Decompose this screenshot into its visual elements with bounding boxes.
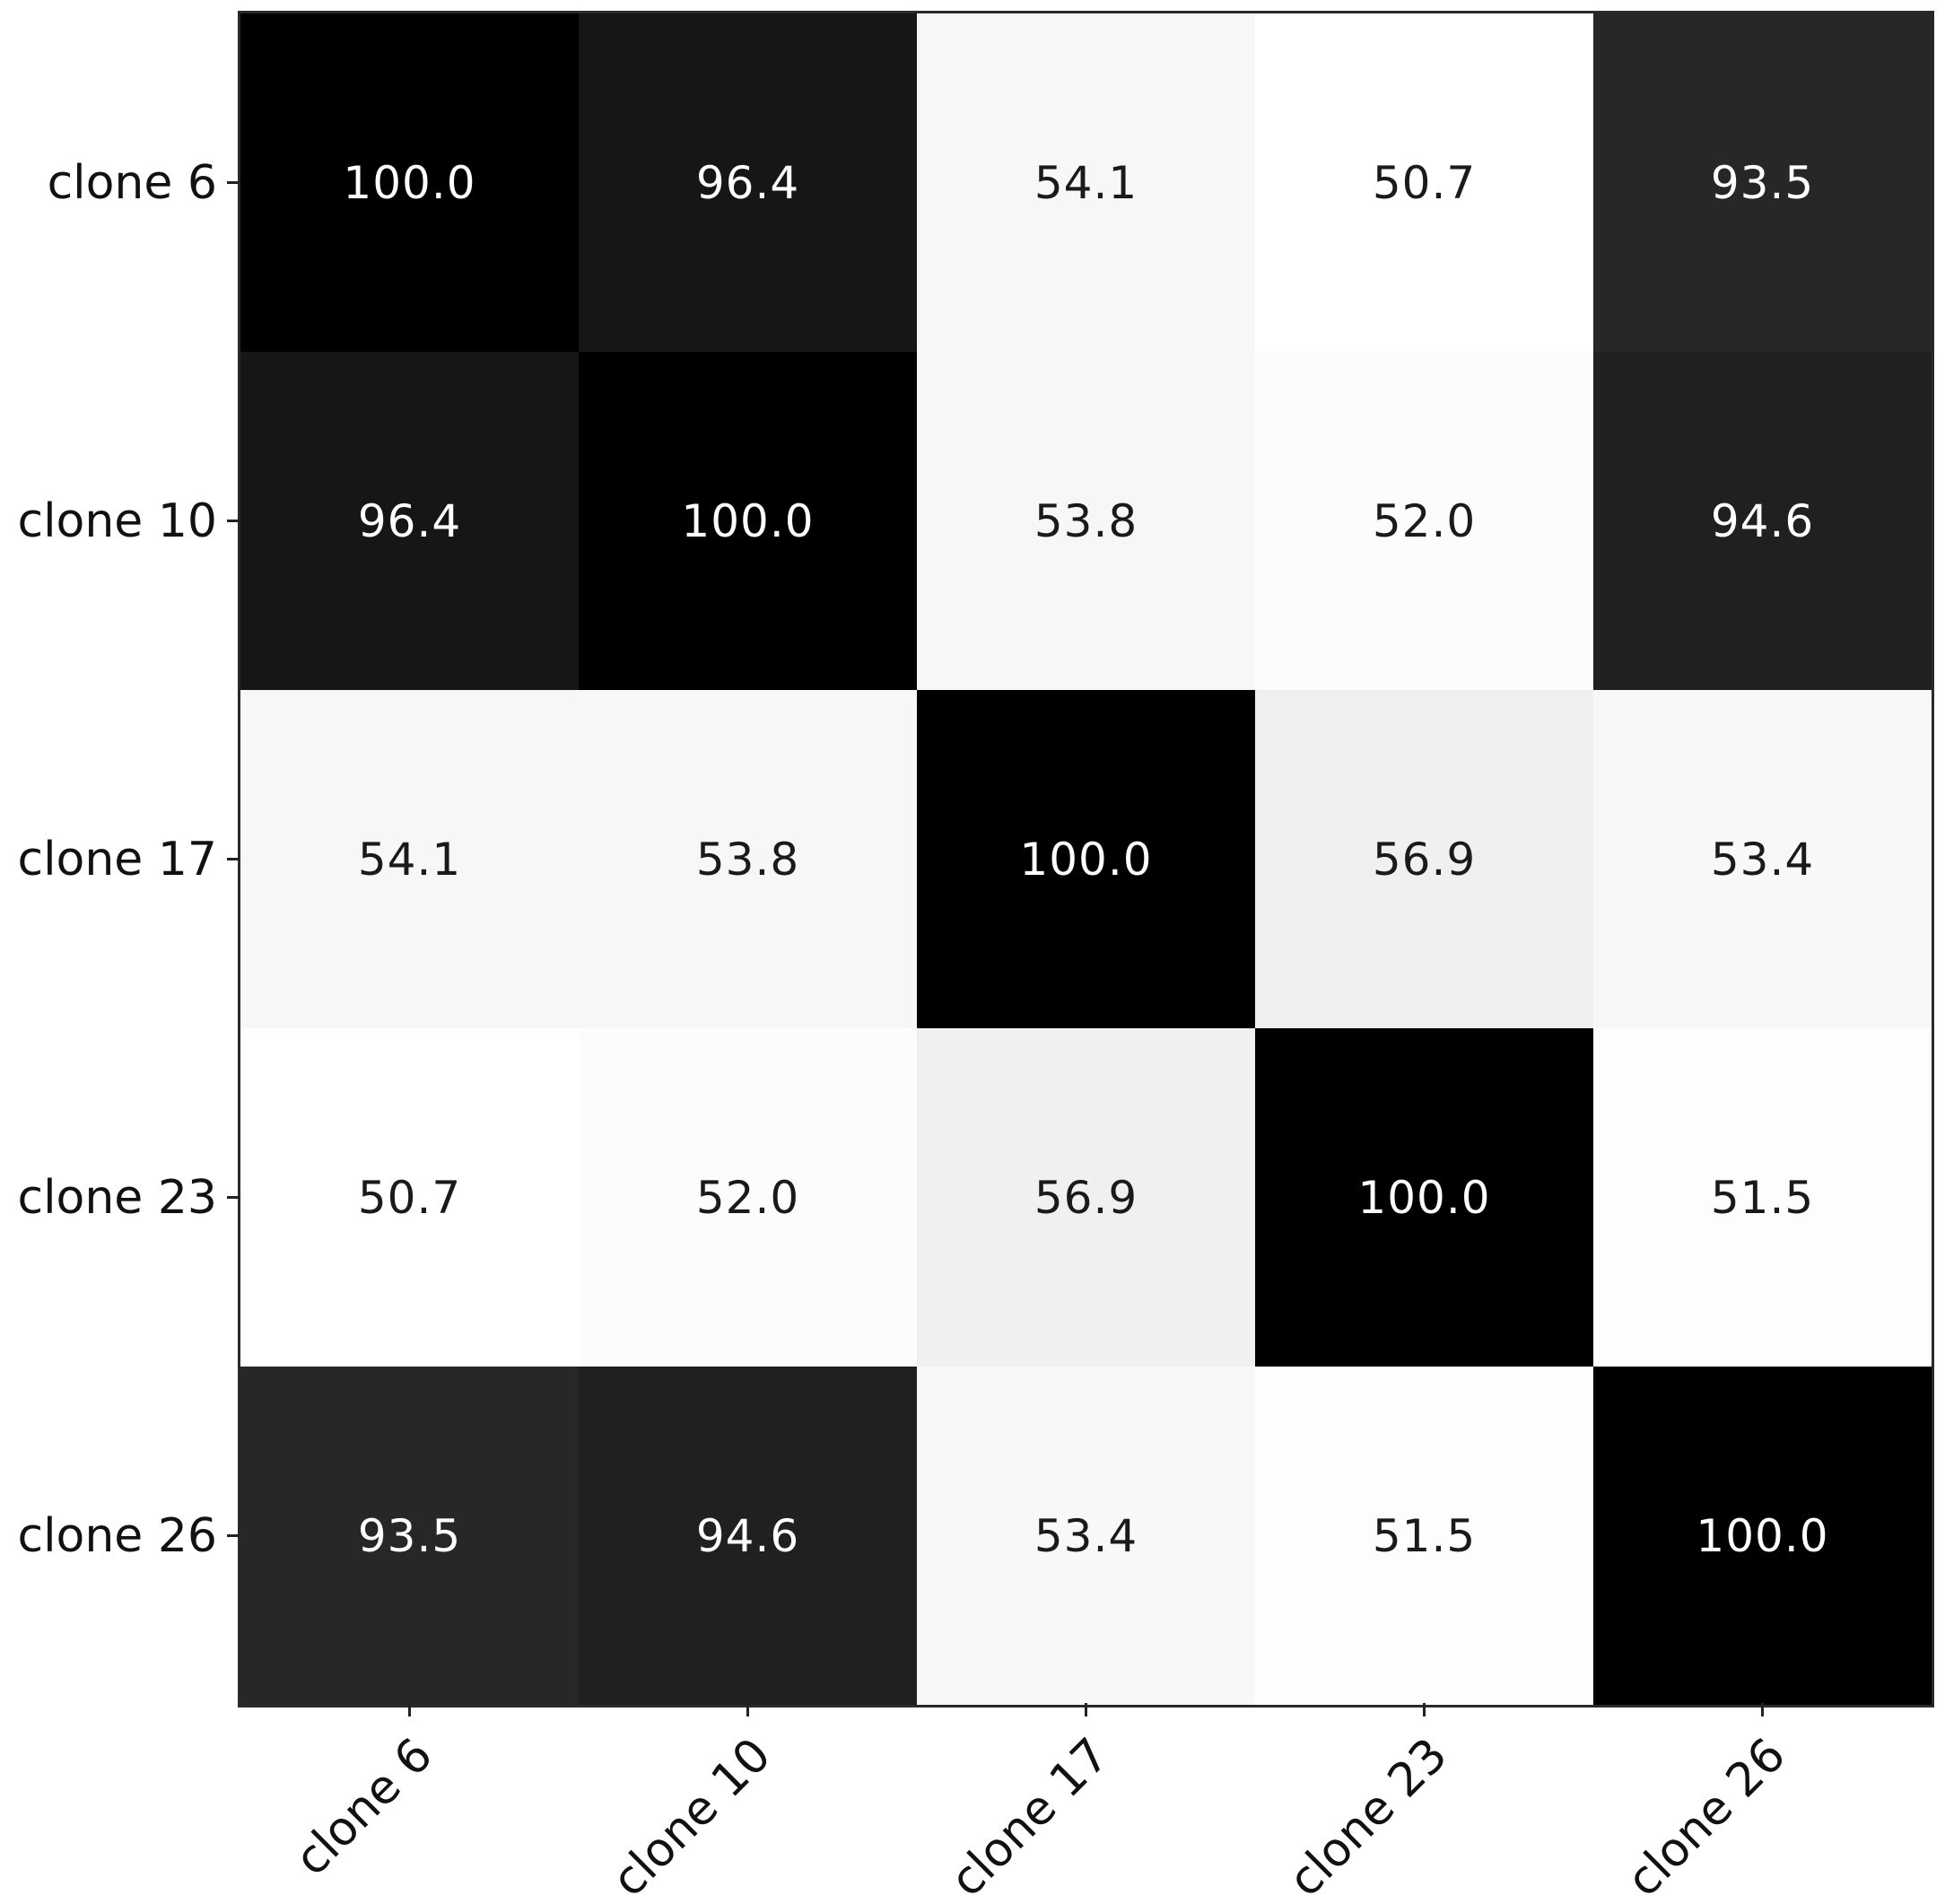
heatmap-cell-clone-26-clone-17: 53.4 bbox=[917, 1367, 1255, 1705]
x-tick-mark bbox=[408, 1703, 411, 1716]
x-tick-label-clone-23: clone 23 bbox=[1278, 1728, 1458, 1904]
y-tick-label-clone-17: clone 17 bbox=[17, 832, 218, 886]
heatmap-cell-clone-26-clone-26: 100.0 bbox=[1593, 1367, 1932, 1705]
x-tick-mark bbox=[1761, 1703, 1764, 1716]
heatmap-cell-clone-17-clone-26: 53.4 bbox=[1593, 690, 1932, 1028]
heatmap-cell-clone-10-clone-6: 96.4 bbox=[240, 352, 579, 690]
heatmap-cell-clone-23-clone-6: 50.7 bbox=[240, 1028, 579, 1367]
cell-value: 100.0 bbox=[343, 156, 476, 209]
cell-value: 93.5 bbox=[1710, 156, 1815, 209]
heatmap-cell-clone-23-clone-23: 100.0 bbox=[1255, 1028, 1593, 1367]
heatmap-cell-clone-6-clone-10: 96.4 bbox=[579, 13, 917, 352]
heatmap-cell-clone-6-clone-6: 100.0 bbox=[240, 13, 579, 352]
heatmap-cell-clone-26-clone-6: 93.5 bbox=[240, 1367, 579, 1705]
cell-value: 100.0 bbox=[1696, 1509, 1829, 1562]
x-tick-label-clone-26: clone 26 bbox=[1617, 1728, 1796, 1904]
x-tick-mark bbox=[1423, 1703, 1426, 1716]
cell-value: 100.0 bbox=[1019, 833, 1153, 886]
cell-value: 56.9 bbox=[1372, 833, 1477, 886]
heatmap-cell-clone-17-clone-23: 56.9 bbox=[1255, 690, 1593, 1028]
cell-value: 52.0 bbox=[695, 1171, 800, 1224]
x-tick-label-clone-6: clone 6 bbox=[284, 1728, 443, 1887]
cell-value: 94.6 bbox=[1710, 494, 1815, 547]
cell-value: 52.0 bbox=[1372, 494, 1477, 547]
y-tick-label-clone-26: clone 26 bbox=[17, 1508, 218, 1563]
y-tick-mark bbox=[227, 520, 240, 522]
heatmap-cell-clone-17-clone-6: 54.1 bbox=[240, 690, 579, 1028]
cell-value: 54.1 bbox=[1034, 156, 1138, 209]
heatmap-cell-clone-10-clone-17: 53.8 bbox=[917, 352, 1255, 690]
cell-value: 54.1 bbox=[357, 833, 462, 886]
y-tick-mark bbox=[227, 858, 240, 860]
cell-value: 51.5 bbox=[1710, 1171, 1815, 1224]
cell-value: 53.4 bbox=[1034, 1509, 1138, 1562]
cell-value: 51.5 bbox=[1372, 1509, 1477, 1562]
x-tick-mark bbox=[746, 1703, 749, 1716]
heatmap-plot-area: 100.0 96.4 54.1 50.7 93.5 96.4 100.0 53.8 52.0 94… bbox=[238, 11, 1934, 1707]
heatmap-cell-clone-17-clone-17: 100.0 bbox=[917, 690, 1255, 1028]
heatmap-cell-clone-10-clone-10: 100.0 bbox=[579, 352, 917, 690]
cell-value: 96.4 bbox=[357, 494, 462, 547]
heatmap-cell-clone-10-clone-23: 52.0 bbox=[1255, 352, 1593, 690]
heatmap-cell-clone-23-clone-17: 56.9 bbox=[917, 1028, 1255, 1367]
cell-value: 93.5 bbox=[357, 1509, 462, 1562]
heatmap-cell-clone-6-clone-26: 93.5 bbox=[1593, 13, 1932, 352]
heatmap-cell-clone-23-clone-10: 52.0 bbox=[579, 1028, 917, 1367]
cell-value: 94.6 bbox=[695, 1509, 800, 1562]
x-tick-mark bbox=[1085, 1703, 1087, 1716]
cell-value: 56.9 bbox=[1034, 1171, 1138, 1224]
heatmap-cell-clone-6-clone-17: 54.1 bbox=[917, 13, 1255, 352]
y-tick-mark bbox=[227, 1534, 240, 1537]
heatmap-cell-clone-10-clone-26: 94.6 bbox=[1593, 352, 1932, 690]
cell-value: 53.8 bbox=[695, 833, 800, 886]
cell-value: 100.0 bbox=[1357, 1171, 1491, 1224]
heatmap-cell-clone-17-clone-10: 53.8 bbox=[579, 690, 917, 1028]
heatmap-cell-clone-26-clone-10: 94.6 bbox=[579, 1367, 917, 1705]
y-tick-label-clone-6: clone 6 bbox=[47, 155, 217, 210]
heatmap-cell-clone-6-clone-23: 50.7 bbox=[1255, 13, 1593, 352]
heatmap-cell-clone-26-clone-23: 51.5 bbox=[1255, 1367, 1593, 1705]
y-tick-mark bbox=[227, 181, 240, 184]
y-tick-mark bbox=[227, 1196, 240, 1199]
cell-value: 53.8 bbox=[1034, 494, 1138, 547]
cell-value: 100.0 bbox=[681, 494, 815, 547]
y-tick-label-clone-10: clone 10 bbox=[17, 493, 218, 548]
x-tick-label-clone-17: clone 17 bbox=[940, 1728, 1120, 1904]
cell-value: 96.4 bbox=[695, 156, 800, 209]
y-tick-label-clone-23: clone 23 bbox=[17, 1170, 218, 1225]
x-tick-label-clone-10: clone 10 bbox=[602, 1728, 781, 1904]
cell-value: 53.4 bbox=[1710, 833, 1815, 886]
cell-value: 50.7 bbox=[1372, 156, 1477, 209]
heatmap-cell-clone-23-clone-26: 51.5 bbox=[1593, 1028, 1932, 1367]
cell-value: 50.7 bbox=[357, 1171, 462, 1224]
